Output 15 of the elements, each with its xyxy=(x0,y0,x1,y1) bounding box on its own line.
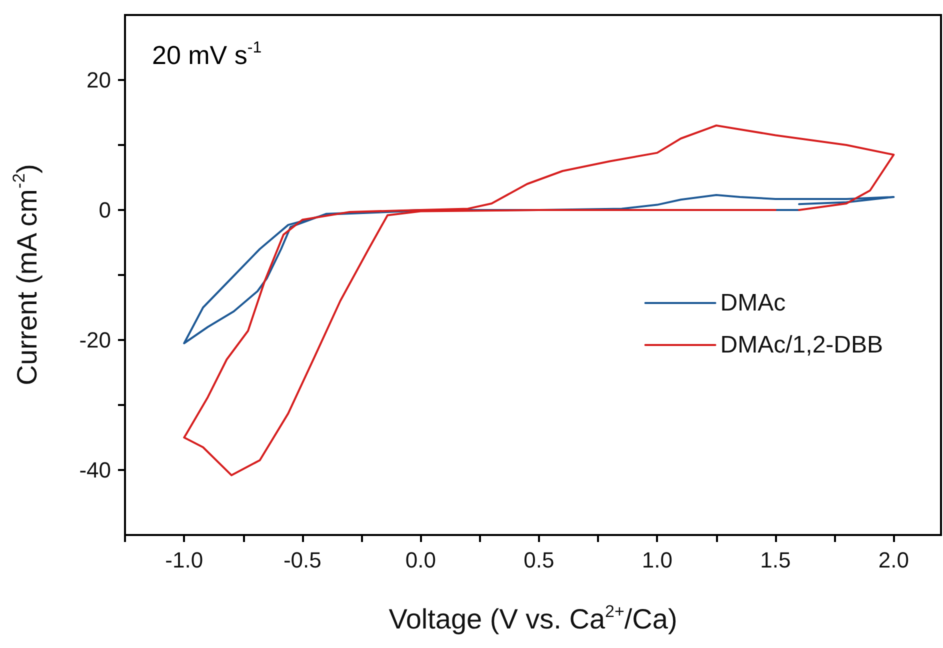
x-tick-label: -0.5 xyxy=(283,548,322,572)
legend-label: DMAc xyxy=(720,290,786,316)
x-tick-label: 1.5 xyxy=(760,548,791,572)
x-tick-label: -1.0 xyxy=(165,548,204,572)
y-tick-label: -40 xyxy=(79,458,111,482)
line-series xyxy=(183,124,895,476)
x-tick-label: 0.5 xyxy=(524,548,554,572)
x-tick-label: 0.0 xyxy=(405,548,436,572)
y-axis-title: Current (mA cm-2) xyxy=(10,164,42,386)
y-tick-label: -20 xyxy=(79,328,111,352)
x-tick-label: 2.0 xyxy=(878,548,909,572)
y-tick-label: 0 xyxy=(98,198,111,222)
legend-label: DMAc/1,2-DBB xyxy=(720,332,883,358)
x-tick-label: 1.0 xyxy=(642,548,672,572)
y-tick-label: 20 xyxy=(86,68,111,92)
